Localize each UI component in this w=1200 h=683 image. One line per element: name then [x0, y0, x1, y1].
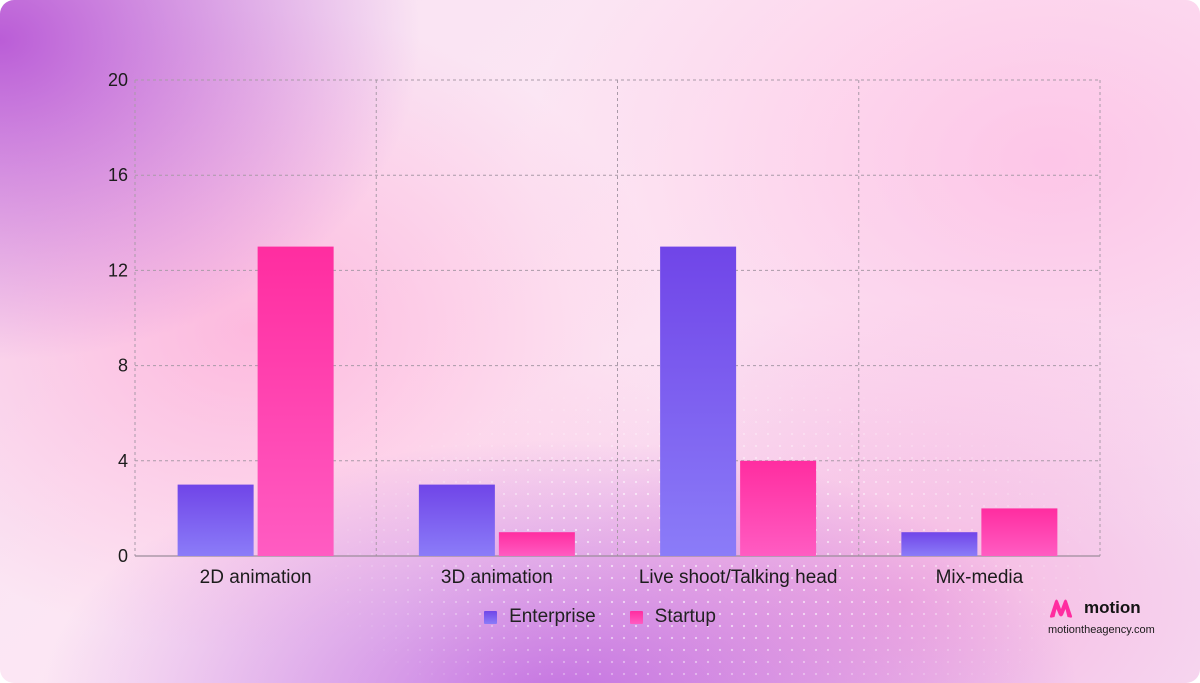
x-category-label: Mix-media: [936, 567, 1024, 588]
legend-swatch-startup: [629, 610, 643, 624]
motion-logo-icon: [1049, 599, 1073, 618]
bars: [177, 246, 1058, 556]
bar-enterprise: [660, 246, 737, 556]
legend-item-enterprise: Enterprise: [484, 606, 596, 628]
x-category-label: Live shoot/Talking head: [639, 567, 838, 588]
legend-label-enterprise: Enterprise: [509, 606, 596, 627]
y-tick-label: 0: [118, 546, 128, 566]
bar-startup: [257, 246, 334, 556]
legend-swatch-enterprise: [484, 610, 498, 624]
legend: Enterprise Startup: [0, 606, 1200, 628]
x-category-label: 3D animation: [441, 567, 553, 588]
brand-name: motion: [1084, 598, 1141, 617]
bar-enterprise: [177, 484, 254, 556]
y-tick-label: 16: [108, 165, 128, 185]
y-tick-label: 4: [118, 451, 128, 471]
axis-labels: 0 4 8 12 16 20 2D animation 3D animation Live sh…: [108, 70, 1024, 588]
x-category-label: 2D animation: [200, 567, 312, 588]
brand-logo: motion motiontheagency.com: [1048, 598, 1178, 636]
bar-enterprise: [418, 484, 495, 556]
bar-startup: [981, 508, 1058, 556]
bar-startup: [740, 460, 817, 556]
y-tick-label: 12: [108, 260, 128, 280]
brand-url: motiontheagency.com: [1048, 624, 1155, 636]
legend-item-startup: Startup: [629, 606, 716, 628]
y-tick-label: 8: [118, 356, 128, 376]
legend-label-startup: Startup: [654, 606, 716, 627]
bar-startup: [498, 532, 575, 556]
y-tick-label: 20: [108, 70, 128, 90]
bar-enterprise: [901, 532, 978, 556]
